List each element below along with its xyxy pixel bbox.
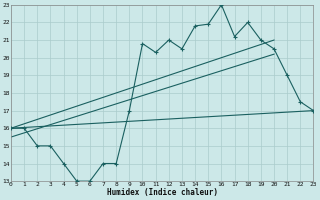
X-axis label: Humidex (Indice chaleur): Humidex (Indice chaleur)	[107, 188, 218, 197]
